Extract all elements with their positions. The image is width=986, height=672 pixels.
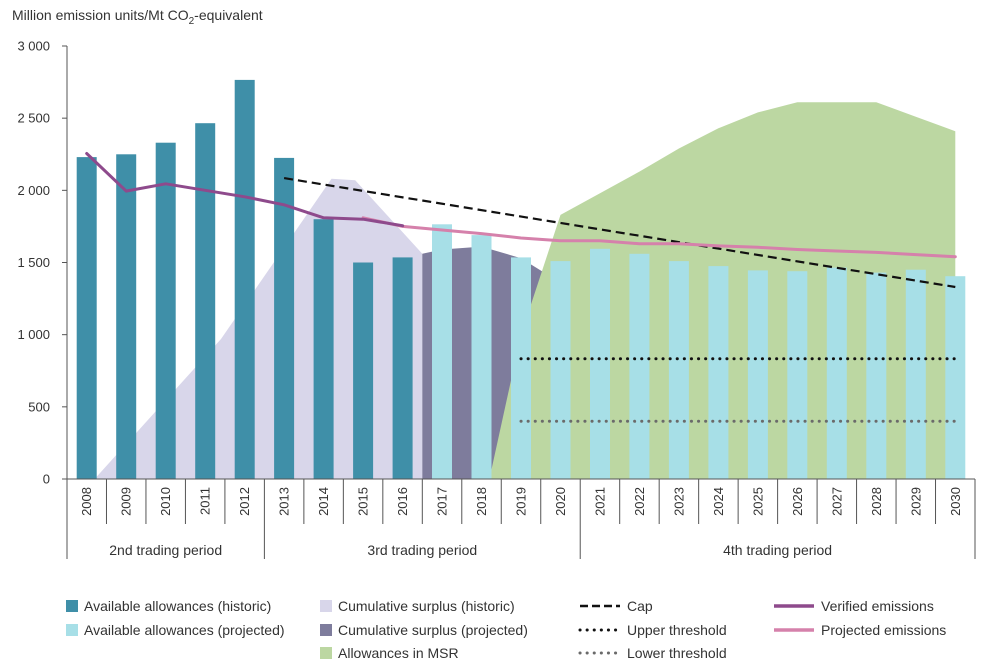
- legend-swatch-available-allowances-historic: [66, 600, 78, 612]
- legend-label-cumulative-surplus-projected: Cumulative surplus (projected): [338, 622, 528, 638]
- cumulative-surplus-historic-area: [94, 178, 423, 480]
- y-tick-label: 2 500: [17, 111, 50, 126]
- legend-swatch-allowances-in-msr: [320, 647, 332, 659]
- bar-allowances-historic-2015: [353, 262, 374, 479]
- y-tick-label: 1 500: [17, 255, 50, 270]
- bar-allowances-historic-2008: [76, 157, 97, 479]
- x-tick-label-2020: 2020: [553, 487, 568, 516]
- legend-label-projected-emissions: Projected emissions: [821, 622, 946, 638]
- x-tick-label-2026: 2026: [790, 487, 805, 516]
- x-tick-label-2025: 2025: [750, 487, 765, 516]
- bar-allowances-projected-2021: [590, 248, 610, 479]
- x-tick-label-2010: 2010: [158, 487, 173, 516]
- bar-allowances-projected-2025: [747, 270, 768, 479]
- x-tick-label-2011: 2011: [198, 487, 213, 515]
- x-tick-label-2024: 2024: [711, 487, 726, 516]
- axes-layer: 0 500 1 000 1 500 2 000 2 500 3 000 2008 2009 201…: [12, 7, 976, 559]
- line-layer: [85, 152, 957, 423]
- bar-allowances-projected-2027: [826, 267, 847, 479]
- y-axis-title-main: Million emission units/Mt CO: [12, 7, 189, 23]
- y-tick-label: 2 000: [17, 183, 50, 198]
- legend-label-lower-threshold: Lower threshold: [627, 645, 727, 661]
- bar-allowances-projected-2019: [511, 257, 531, 479]
- x-tick-label-2027: 2027: [829, 487, 844, 516]
- x-tick-label-2019: 2019: [514, 487, 529, 516]
- x-tick-label-2013: 2013: [277, 487, 292, 516]
- x-tick-label-2014: 2014: [316, 487, 331, 516]
- bar-allowances-projected-2030: [945, 276, 966, 479]
- bar-allowances-projected-2023: [668, 261, 689, 479]
- legend-label-verified-emissions: Verified emissions: [821, 598, 934, 614]
- legend-label-cap: Cap: [627, 598, 653, 614]
- legend-label-available-allowances-historic: Available allowances (historic): [84, 598, 271, 614]
- y-tick-label: 3 000: [17, 39, 50, 54]
- y-tick-label: 500: [28, 399, 50, 414]
- y-axis-title-tail: -equivalent: [194, 7, 263, 23]
- legend: Available allowances (historic) Available…: [66, 598, 946, 661]
- x-tick-label-2021: 2021: [593, 487, 608, 516]
- bar-layer: [76, 79, 966, 480]
- period-label: 3rd trading period: [367, 542, 477, 558]
- legend-swatch-available-allowances-projected: [66, 624, 78, 636]
- bar-allowances-historic-2014: [313, 219, 334, 479]
- x-tick-label-2017: 2017: [435, 487, 450, 516]
- legend-label-available-allowances-projected: Available allowances (projected): [84, 622, 285, 638]
- bar-allowances-historic-2011: [195, 123, 216, 479]
- legend-label-allowances-in-msr: Allowances in MSR: [338, 645, 459, 661]
- bar-allowances-projected-2026: [787, 271, 808, 479]
- x-tick-label-2028: 2028: [869, 487, 884, 516]
- cap-line: [283, 177, 956, 289]
- x-tick-label-2008: 2008: [79, 487, 94, 516]
- bar-allowances-historic-2010: [155, 142, 176, 479]
- period-label: 2nd trading period: [109, 542, 222, 558]
- bar-allowances-projected-2028: [866, 272, 887, 479]
- x-tick-label-2029: 2029: [908, 487, 923, 516]
- bar-allowances-projected-2029: [905, 269, 926, 479]
- bar-allowances-projected-2022: [629, 253, 650, 479]
- x-tick-label-2022: 2022: [632, 487, 647, 516]
- y-tick-label: 1 000: [17, 327, 50, 342]
- y-tick-label: 0: [43, 472, 50, 487]
- bar-allowances-historic-2016: [392, 257, 413, 479]
- legend-swatch-cumulative-surplus-historic: [320, 600, 332, 612]
- legend-swatch-cumulative-surplus-projected: [320, 624, 332, 636]
- period-label: 4th trading period: [723, 542, 832, 558]
- projected-emissions-line: [361, 216, 957, 259]
- verified-emissions-line: [85, 152, 405, 228]
- x-tick-label-2018: 2018: [474, 487, 489, 516]
- x-tick-label-2015: 2015: [356, 487, 371, 516]
- x-tick-label-2012: 2012: [237, 487, 252, 516]
- y-axis-title: Million emission units/Mt CO2-equivalent: [12, 7, 263, 27]
- legend-label-upper-threshold: Upper threshold: [627, 622, 727, 638]
- bar-allowances-projected-2017: [432, 224, 452, 479]
- x-tick-label-2009: 2009: [119, 487, 134, 516]
- bar-allowances-historic-2013: [274, 157, 295, 479]
- x-tick-label-2030: 2030: [948, 487, 963, 516]
- bar-allowances-projected-2018: [471, 235, 492, 479]
- x-tick-label-2016: 2016: [395, 487, 410, 516]
- y-axis-title-subscript: 2: [189, 16, 195, 27]
- x-tick-label-2023: 2023: [671, 487, 686, 516]
- bar-allowances-historic-2009: [116, 154, 137, 480]
- legend-label-cumulative-surplus-historic: Cumulative surplus (historic): [338, 598, 515, 614]
- bar-allowances-projected-2024: [708, 266, 729, 479]
- bar-allowances-historic-2012: [234, 79, 255, 480]
- bar-allowances-projected-2020: [550, 261, 571, 479]
